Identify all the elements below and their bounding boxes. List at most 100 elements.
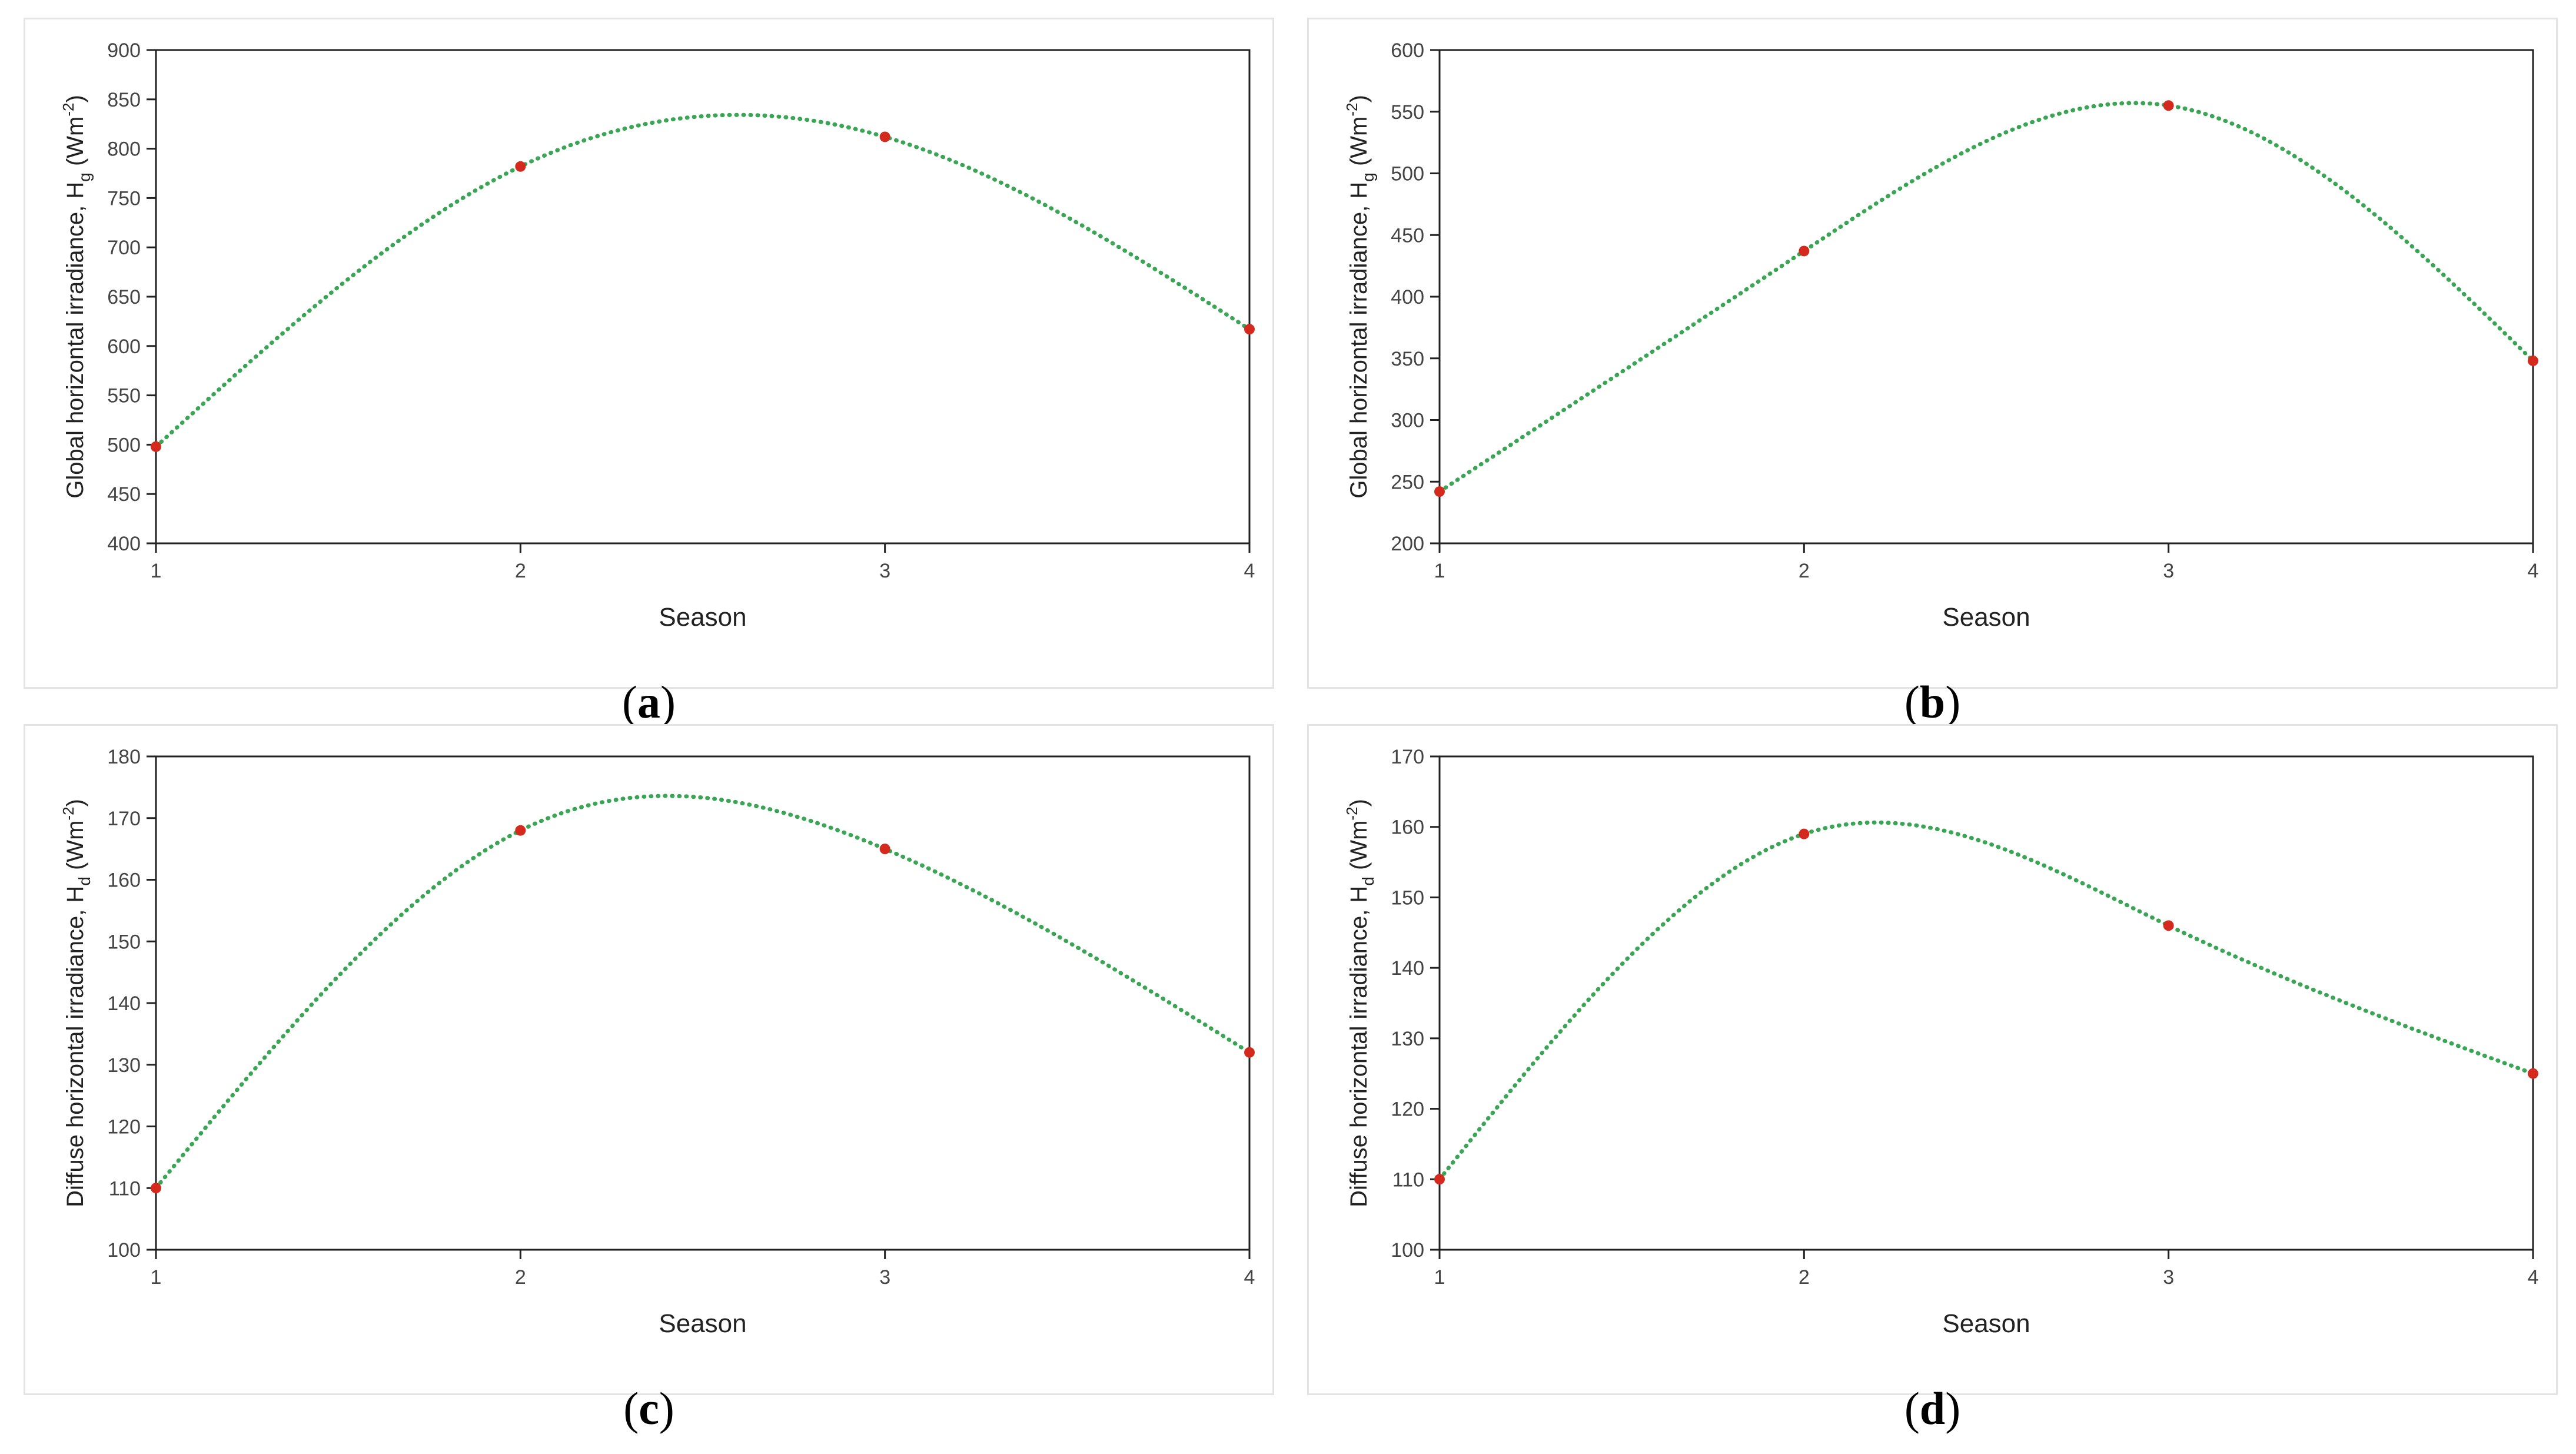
y-tick-label: 200 — [1391, 533, 1424, 555]
y-tick-label: 900 — [107, 39, 141, 62]
y-axis-title-sub: d — [75, 877, 94, 886]
data-point — [879, 131, 890, 142]
y-tick-label: 100 — [1391, 1239, 1424, 1262]
y-tick-label: 450 — [107, 483, 141, 506]
y-axis-title-unit: (Wm — [62, 821, 88, 877]
x-tick-label: 2 — [515, 560, 526, 582]
x-tick-label: 3 — [2163, 1266, 2174, 1289]
y-tick-label: 140 — [107, 992, 141, 1015]
y-tick-label: 850 — [107, 89, 141, 111]
y-tick-label: 160 — [107, 869, 141, 892]
y-axis-title-sub: g — [1359, 172, 1377, 182]
data-point — [151, 441, 161, 452]
y-tick-label: 400 — [1391, 286, 1424, 308]
y-tick-label: 250 — [1391, 471, 1424, 493]
y-tick-label: 130 — [107, 1054, 141, 1077]
y-tick-label: 140 — [1391, 957, 1424, 980]
trend-line — [1437, 101, 2535, 494]
y-tick-label: 170 — [1391, 746, 1424, 768]
x-tick-label: 3 — [879, 560, 890, 582]
data-point — [1434, 486, 1445, 497]
data-point — [2163, 920, 2174, 931]
y-tick-label: 700 — [107, 237, 141, 259]
y-tick-label: 350 — [1391, 348, 1424, 370]
data-point — [1244, 324, 1255, 335]
y-axis-title-sub: g — [75, 172, 94, 182]
x-tick-label: 2 — [515, 1266, 526, 1289]
y-axis-title-exp: -2 — [59, 103, 77, 117]
y-axis-title-exp: -2 — [1343, 103, 1361, 117]
data-point — [515, 825, 526, 836]
y-axis-title-sub: d — [1359, 877, 1377, 886]
y-axis-title-close: ) — [62, 799, 88, 806]
y-axis-title-main: Diffuse horizontal irradiance, H — [62, 886, 88, 1207]
y-tick-label: 150 — [1391, 887, 1424, 909]
y-axis-title-main: Diffuse horizontal irradiance, H — [1346, 886, 1372, 1207]
y-axis-title-unit: (Wm — [1346, 821, 1372, 877]
caption-d: (d) — [1904, 1383, 1961, 1434]
y-tick-label: 550 — [107, 385, 141, 407]
y-axis-title: Diffuse horizontal irradiance, Hd (Wm-2) — [1343, 799, 1377, 1207]
chart-svg-b: 200 250 300 350 400 450 500 550 600 1 2 3 4 Season Glo… — [1343, 39, 2539, 632]
x-tick-label: 4 — [2528, 1266, 2539, 1289]
x-tick-label: 4 — [2528, 560, 2539, 582]
y-tick-label: 450 — [1391, 224, 1424, 247]
caption-a: (a) — [622, 676, 676, 728]
y-tick-label: 170 — [107, 808, 141, 830]
data-point — [2528, 355, 2538, 366]
y-axis-title: Diffuse horizontal irradiance, Hd (Wm-2) — [59, 799, 94, 1207]
y-tick-label: 110 — [1392, 1168, 1424, 1191]
caption-b: (b) — [1904, 676, 1961, 728]
x-axis-title: Season — [1942, 603, 2030, 632]
y-tick-label: 180 — [107, 746, 141, 768]
y-axis-title-close: ) — [1346, 799, 1372, 806]
trend-line — [154, 794, 1252, 1190]
y-tick-label: 800 — [107, 138, 141, 161]
chart-panel-c: 100 110 120 130 140 150 160 170 180 1 2 3 4 Season Dif… — [24, 724, 1274, 1395]
y-axis-title: Global horizontal irradiance, Hg (Wm-2) — [59, 95, 94, 499]
data-point — [515, 161, 526, 172]
plot-frame — [1438, 49, 2534, 545]
x-tick-label: 4 — [1244, 1266, 1255, 1289]
data-point — [1799, 245, 1810, 257]
y-tick-label: 120 — [107, 1116, 141, 1138]
y-tick-label: 650 — [107, 286, 141, 308]
y-axis-title-unit: (Wm — [1346, 117, 1372, 173]
plot-frame — [1438, 755, 2534, 1251]
y-tick-label: 100 — [107, 1239, 141, 1262]
y-tick-label: 130 — [1391, 1028, 1424, 1050]
x-tick-label: 4 — [1244, 560, 1255, 582]
plot-frame — [155, 49, 1251, 545]
data-point — [151, 1183, 161, 1194]
chart-panel-d: 100 110 120 130 140 150 160 170 1 2 3 4 Season Diffus… — [1307, 724, 2558, 1395]
y-axis-title-close: ) — [62, 95, 88, 102]
y-tick-label: 500 — [107, 434, 141, 456]
y-tick-label: 750 — [107, 187, 141, 210]
x-tick-label: 2 — [1799, 560, 1810, 582]
y-axis-title-main: Global horizontal irradiance, H — [1346, 182, 1372, 499]
x-tick-label: 1 — [151, 560, 162, 582]
y-tick-label: 120 — [1391, 1098, 1424, 1121]
plot-frame — [155, 755, 1251, 1251]
caption-c: (c) — [623, 1383, 674, 1434]
y-axis-title-exp: -2 — [1343, 806, 1361, 820]
x-axis-title: Season — [659, 603, 746, 632]
chart-panel-a: 400 450 500 550 600 650 700 750 800 850 900 1 2 3 4 Sea… — [24, 18, 1274, 689]
chart-svg-a: 400 450 500 550 600 650 700 750 800 850 900 1 2 3 4 Sea… — [59, 39, 1255, 632]
data-point — [2163, 100, 2174, 111]
data-point — [1434, 1174, 1445, 1185]
y-tick-label: 600 — [107, 336, 141, 358]
y-tick-label: 600 — [1391, 39, 1424, 62]
y-tick-label: 500 — [1391, 163, 1424, 185]
x-tick-label: 1 — [1434, 560, 1445, 582]
y-axis-title-main: Global horizontal irradiance, H — [62, 182, 88, 499]
y-tick-label: 550 — [1391, 101, 1424, 124]
data-point — [1244, 1047, 1255, 1058]
y-tick-label: 300 — [1391, 410, 1424, 432]
data-point — [1799, 828, 1810, 839]
x-tick-label: 3 — [2163, 560, 2174, 582]
data-point — [2528, 1068, 2538, 1079]
x-tick-label: 1 — [1434, 1266, 1445, 1289]
y-tick-label: 110 — [109, 1177, 141, 1200]
trend-line — [1437, 820, 2535, 1181]
